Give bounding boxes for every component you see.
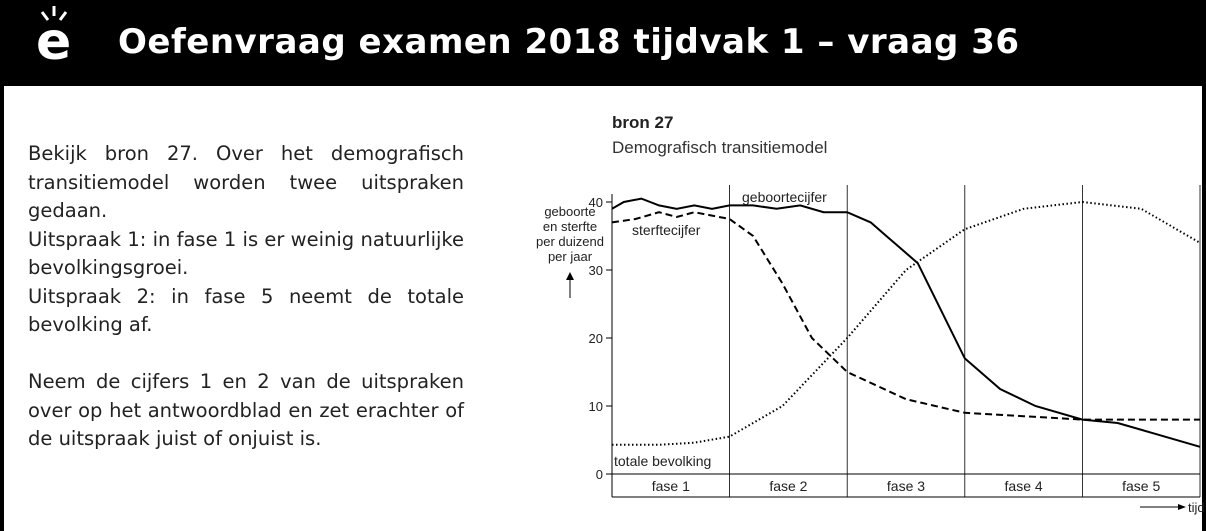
- sentence: Neem de cijfers 1 en 2 van de uitspraken…: [28, 370, 464, 450]
- series-label: sterftecijfer: [632, 222, 701, 238]
- phase-label: fase 5: [1122, 478, 1160, 494]
- line: [611, 197, 1201, 448]
- y-axis-label: per duizend: [536, 234, 604, 249]
- label-bg: [614, 453, 728, 470]
- paragraph: Bekijk bron 27. Over het demografisch tr…: [28, 140, 464, 340]
- y-tick-label: 20: [589, 331, 603, 346]
- arrow-head: [566, 272, 574, 280]
- header: e Oefenvraag examen 2018 tijdvak 1 – vra…: [0, 0, 1206, 86]
- sentence: Uitspraak 1: in fase 1 is er weinig natu…: [28, 227, 464, 280]
- line: [611, 211, 1200, 421]
- y-axis-label: per jaar: [548, 249, 593, 264]
- border: [0, 86, 4, 531]
- y-axis-label: en sterfte: [543, 219, 597, 234]
- paragraph: Neem de cijfers 1 en 2 van de uitspraken…: [28, 368, 464, 454]
- y-tick-label: 10: [589, 399, 603, 414]
- phase-label: fase 3: [887, 478, 925, 494]
- x-axis-label: tijd: [1188, 500, 1205, 515]
- sentence: Uitspraak 2: in fase 5 neemt de totale b…: [28, 284, 464, 337]
- y-tick-label: 40: [589, 195, 603, 210]
- series-label: geboortecijfer: [742, 189, 827, 205]
- phase-label: fase 1: [652, 478, 690, 494]
- source-label: bron 27: [612, 113, 673, 132]
- title: Oefenvraag examen 2018 tijdvak 1 – vraag…: [118, 22, 1020, 62]
- line: [612, 200, 1201, 446]
- logo-rays: [40, 6, 68, 21]
- series-label: totale bevolking: [614, 453, 711, 469]
- y-tick-label: 30: [589, 263, 603, 278]
- y-axis-label: geboorte: [544, 204, 595, 219]
- phase-label: fase 2: [769, 478, 807, 494]
- phase-label: fase 4: [1005, 478, 1043, 494]
- logo: e: [36, 12, 72, 72]
- border: [1202, 86, 1206, 531]
- question-text: Bekijk bron 27. Over het demografisch tr…: [28, 140, 464, 482]
- sentence: Bekijk bron 27. Over het demografisch tr…: [28, 142, 464, 222]
- chart-title: Demografisch transitiemodel: [612, 138, 827, 157]
- y-tick-label: 0: [596, 467, 603, 482]
- arrow-head: [1178, 504, 1186, 510]
